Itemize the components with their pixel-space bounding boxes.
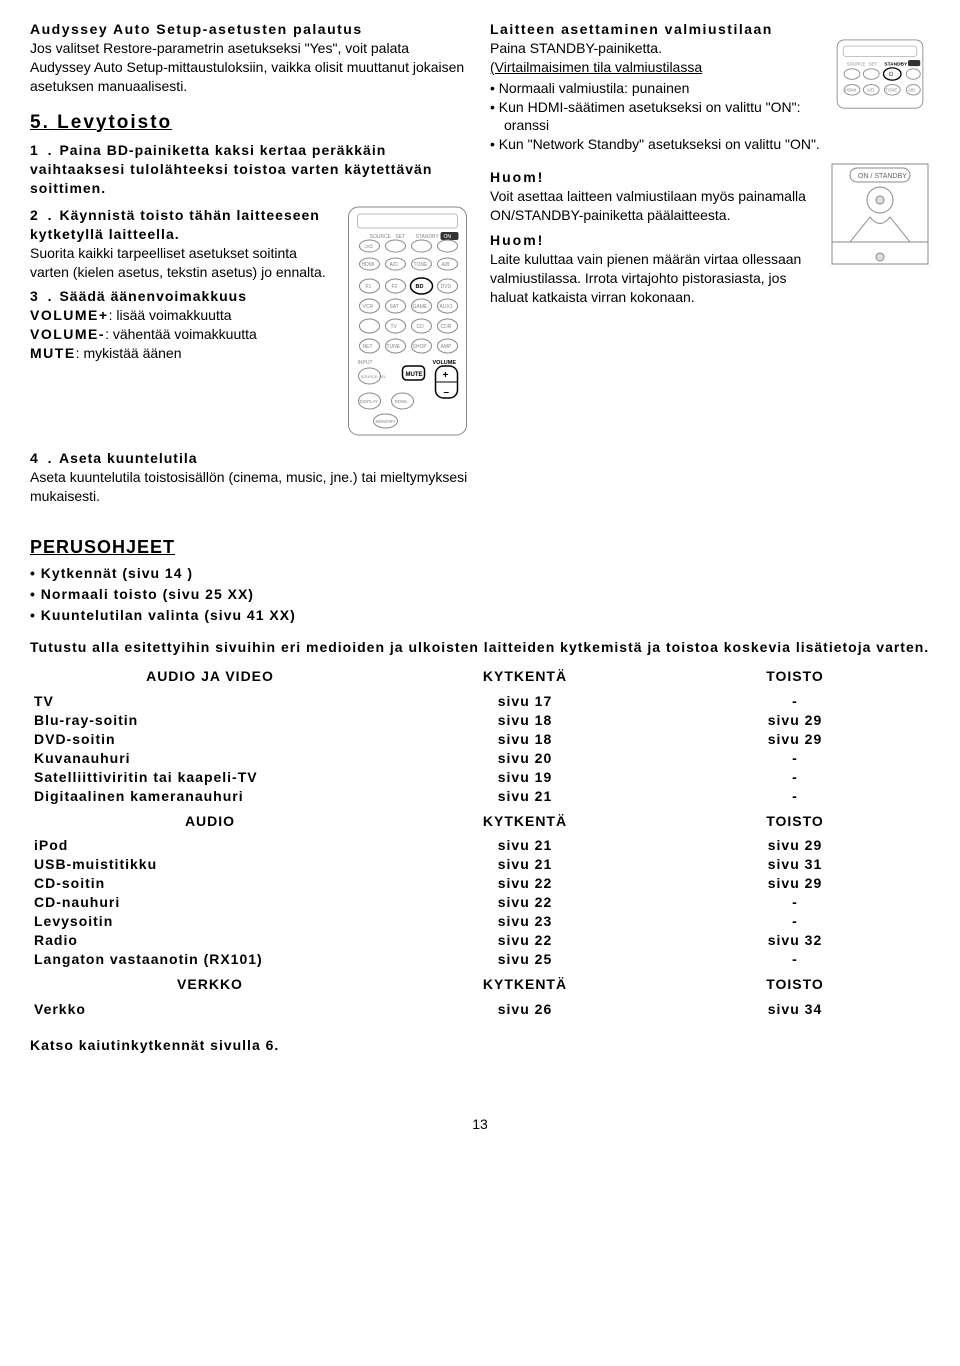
basics-heading: PERUSOHJEET [30, 535, 930, 559]
svg-text:VOLUME: VOLUME [433, 360, 457, 366]
svg-text:GAME: GAME [413, 304, 428, 310]
svg-text:DISPLAY: DISPLAY [360, 399, 379, 404]
table-row: CD-nauhurisivu 22- [30, 893, 930, 912]
svg-text:NET: NET [363, 344, 373, 350]
footer-note: Katso kaiutinkytkennät sivulla 6. [30, 1036, 930, 1055]
svg-text:F1: F1 [366, 284, 372, 290]
step-4: 4 . Aseta kuuntelutila Aseta kuuntelutil… [30, 449, 470, 506]
basics-note: Tutustu alla esitettyihin sivuihin eri m… [30, 638, 930, 657]
svg-text:HDMI: HDMI [362, 262, 375, 268]
svg-text:BD: BD [416, 284, 424, 290]
table-audio-video-rows: TVsivu 17-Blu-ray-soitinsivu 18sivu 29DV… [30, 692, 930, 805]
svg-text:ON / STANDBY: ON / STANDBY [858, 173, 907, 180]
table-row: Satelliittiviritin tai kaapeli-TVsivu 19… [30, 768, 930, 787]
svg-text:ON: ON [444, 234, 452, 240]
table-row: iPodsivu 21sivu 29 [30, 836, 930, 855]
table-row: Kuvanauhurisivu 20- [30, 749, 930, 768]
remote-control-icon: SOURCE SET STANDBY ON ⏻/⏼ [345, 206, 470, 441]
svg-text:MEMORY: MEMORY [376, 419, 396, 424]
table-row: Langaton vastaanotin (RX101)sivu 25- [30, 950, 930, 969]
table-row: DVD-soitinsivu 18sivu 29 [30, 730, 930, 749]
svg-text:DVD: DVD [441, 284, 452, 290]
svg-text:SOURCE SEL: SOURCE SEL [361, 374, 388, 379]
svg-text:A/D: A/D [867, 87, 874, 92]
svg-text:AMP: AMP [441, 344, 453, 350]
svg-text:MUTE: MUTE [406, 372, 423, 378]
svg-text:+: + [443, 370, 449, 381]
svg-text:SOURCE: SOURCE [370, 234, 392, 240]
table-row: Verkkosivu 26sivu 34 [30, 1000, 930, 1019]
device-standby-icon: ON / STANDBY [830, 162, 930, 277]
svg-text:TUNE: TUNE [387, 344, 401, 350]
svg-text:RDWL: RDWL [395, 399, 409, 404]
svg-text:TONE: TONE [414, 262, 428, 268]
svg-text:A/B: A/B [442, 262, 451, 268]
table-audio-rows: iPodsivu 21sivu 29USB-muistitikkusivu 21… [30, 836, 930, 968]
svg-text:F2: F2 [392, 284, 398, 290]
table-row: Blu-ray-soitinsivu 18sivu 29 [30, 711, 930, 730]
svg-text:AUX1: AUX1 [440, 304, 453, 310]
svg-text:A/D: A/D [390, 262, 399, 268]
svg-text:STANDBY: STANDBY [416, 234, 440, 240]
table-row: TVsivu 17- [30, 692, 930, 711]
table-row: Levysoitinsivu 23- [30, 912, 930, 931]
right-column: Laitteen asettaminen valmiustilaan SOURC… [490, 20, 930, 513]
audyssey-text: Jos valitset Restore-parametrin asetukse… [30, 39, 470, 96]
svg-text:–: – [444, 387, 450, 398]
svg-text:TONE: TONE [885, 87, 897, 92]
table-row: Digitaalinen kameranauhurisivu 21- [30, 787, 930, 806]
page-number: 13 [30, 1115, 930, 1134]
standby-heading: Laitteen asettaminen valmiustilaan [490, 20, 930, 39]
table-audio: AUDIOKYTKENTÄTOISTO [30, 812, 930, 831]
table-row: CD-soitinsivu 22sivu 29 [30, 874, 930, 893]
table-network-rows: Verkkosivu 26sivu 34 [30, 1000, 930, 1019]
svg-text:SHOP: SHOP [413, 344, 428, 350]
svg-text:CDR: CDR [441, 324, 452, 330]
svg-text:⏻/⏼: ⏻/⏼ [365, 244, 374, 249]
step-2-3: 2 . Käynnistä toisto tähän laitteeseen k… [30, 206, 470, 441]
left-column: Audyssey Auto Setup-asetusten palautus J… [30, 20, 470, 513]
svg-text:VCR: VCR [363, 304, 374, 310]
svg-text:INPUT: INPUT [358, 360, 373, 366]
svg-text:CD: CD [417, 324, 425, 330]
svg-text:A/B: A/B [908, 87, 915, 92]
svg-text:SET: SET [869, 61, 878, 66]
svg-text:TV: TV [391, 324, 398, 330]
svg-text:HDMI: HDMI [845, 87, 856, 92]
table-network: VERKKOKYTKENTÄTOISTO [30, 975, 930, 994]
table-row: Radiosivu 22sivu 32 [30, 931, 930, 950]
audyssey-heading: Audyssey Auto Setup-asetusten palautus [30, 20, 470, 39]
svg-text:STANDBY: STANDBY [884, 61, 908, 67]
step-1: 1 . Paina BD-painiketta kaksi kertaa per… [30, 141, 470, 198]
section-5-heading: 5. Levytoisto [30, 110, 470, 136]
svg-text:SOURCE: SOURCE [847, 61, 866, 66]
basics-list: Kytkennät (sivu 14 ) Normaali toisto (si… [30, 564, 930, 625]
svg-text:SET: SET [396, 234, 406, 240]
table-row: USB-muistitikkusivu 21sivu 31 [30, 855, 930, 874]
remote-top-icon: SOURCE SET STANDBY ⏻ HDMI A/D TONE A/B [830, 39, 930, 114]
svg-text:SAT: SAT [390, 304, 399, 310]
table-audio-video: AUDIO JA VIDEOKYTKENTÄTOISTO [30, 667, 930, 686]
